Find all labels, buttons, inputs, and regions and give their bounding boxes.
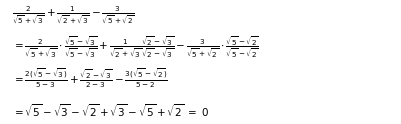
Text: $=\frac{2}{\sqrt{5}+\sqrt{3}}\cdot\frac{\sqrt{5}-\sqrt{3}}{\sqrt{5}-\sqrt{3}}+\f: $=\frac{2}{\sqrt{5}+\sqrt{3}}\cdot\frac{…	[12, 34, 258, 60]
Text: $=\sqrt{5}-\sqrt{3}-\sqrt{2}+\sqrt{3}-\sqrt{5}+\sqrt{2}\ =\ 0$: $=\sqrt{5}-\sqrt{3}-\sqrt{2}+\sqrt{3}-\s…	[12, 102, 209, 119]
Text: $\frac{2}{\sqrt{5}+\sqrt{3}}+\frac{1}{\sqrt{2}+\sqrt{3}}-\frac{3}{\sqrt{5}+\sqrt: $\frac{2}{\sqrt{5}+\sqrt{3}}+\frac{1}{\s…	[12, 5, 134, 27]
Text: $=\frac{2(\sqrt{5}-\sqrt{3})}{5-3}+\frac{\sqrt{2}-\sqrt{3}}{2-3}-\frac{3(\sqrt{5: $=\frac{2(\sqrt{5}-\sqrt{3})}{5-3}+\frac…	[12, 67, 168, 90]
